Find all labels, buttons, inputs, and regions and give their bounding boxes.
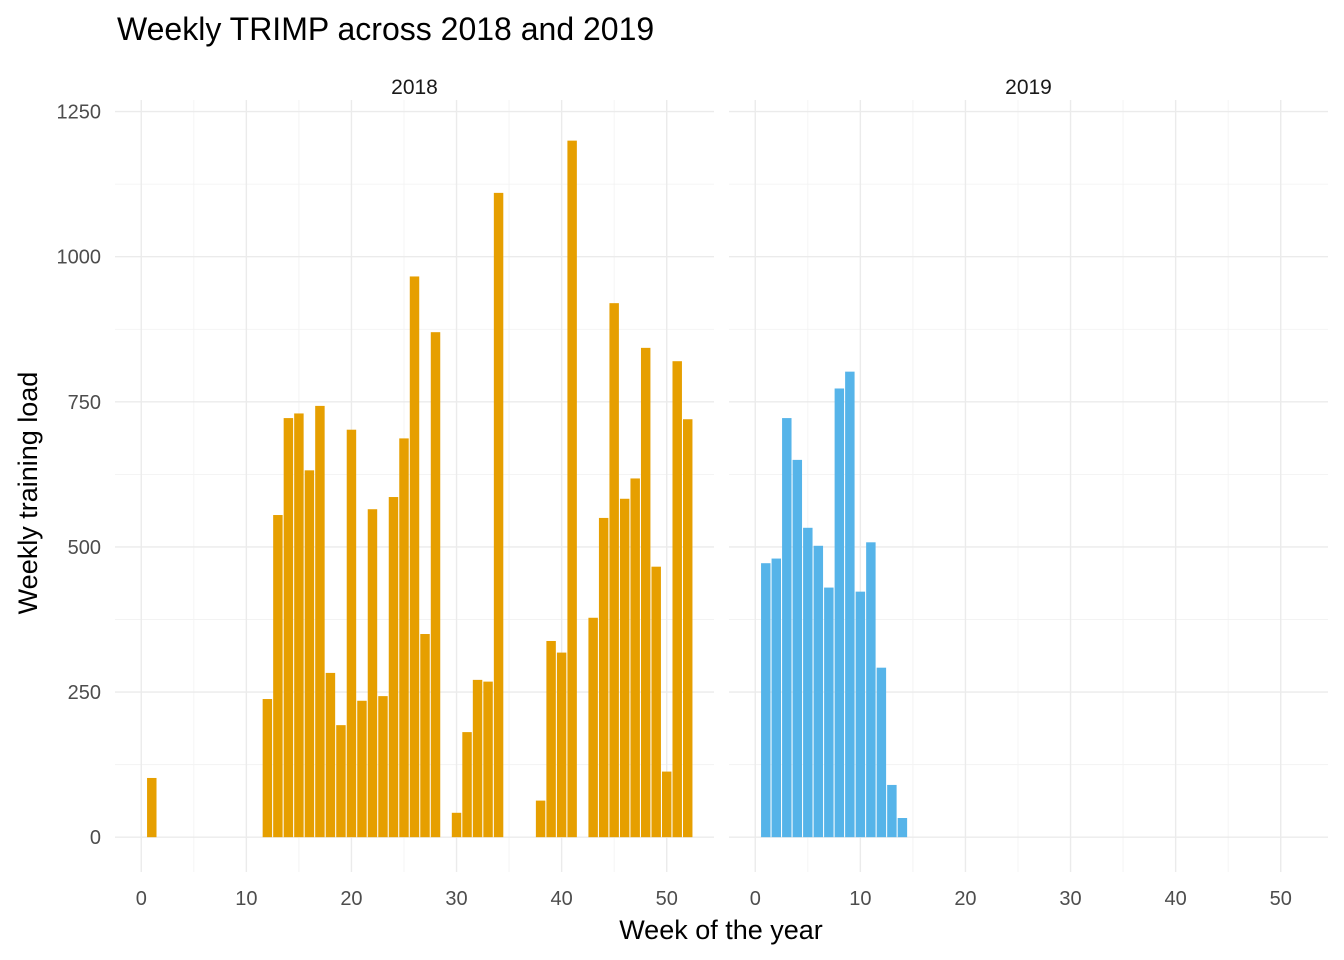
bar-2018-week-16: [304, 470, 315, 838]
bar-2018-week-19: [336, 725, 346, 838]
x-tick-label: 50: [1270, 888, 1292, 910]
x-tick-label: 50: [656, 888, 678, 910]
y-tick-label: 0: [90, 827, 101, 849]
bar-2018-week-21: [357, 700, 367, 838]
bar-2018-week-45: [609, 303, 619, 838]
y-tick-label: 500: [68, 537, 101, 559]
bar-2018-week-39: [546, 640, 556, 838]
bar-2018-week-24: [388, 497, 399, 838]
bar-2018-week-52: [682, 419, 693, 838]
bar-2019-week-13: [887, 784, 897, 838]
bar-2019-week-8: [834, 388, 845, 838]
bar-2018-week-13: [273, 515, 283, 838]
bar-2019-week-10: [855, 591, 866, 838]
bar-2018-week-48: [640, 347, 651, 838]
bar-2019-week-2: [771, 558, 782, 838]
bar-2018-week-28: [430, 332, 441, 838]
bar-2018-week-40: [556, 652, 567, 838]
bar-2019-week-6: [813, 545, 824, 838]
bar-2018-week-49: [651, 566, 661, 838]
x-tick-label: 10: [235, 888, 257, 910]
bar-2018-week-23: [378, 696, 388, 838]
x-tick-label: 30: [1059, 888, 1081, 910]
x-tick-label: 20: [340, 888, 362, 910]
bar-2018-week-12: [262, 699, 273, 838]
x-tick-label: 40: [550, 888, 572, 910]
facet-label-2018: 2018: [391, 76, 438, 99]
bar-2018-week-41: [567, 140, 577, 838]
y-axis-title: Weekly training load: [13, 372, 43, 615]
x-tick-label: 10: [849, 888, 871, 910]
bar-2019-week-7: [824, 587, 834, 838]
bar-2018-week-46: [619, 498, 630, 838]
x-tick-label: 0: [136, 888, 147, 910]
bar-2018-week-44: [598, 517, 609, 838]
bar-2018-week-31: [462, 732, 472, 838]
x-tick-label: 20: [954, 888, 976, 910]
bar-2018-week-51: [672, 361, 682, 838]
bar-2018-week-32: [472, 679, 483, 838]
x-tick-label: 30: [445, 888, 467, 910]
bar-2018-week-22: [367, 509, 378, 838]
bar-2018-week-26: [409, 276, 420, 838]
bar-2018-week-14: [283, 418, 294, 838]
bar-2019-week-12: [876, 667, 887, 838]
panel-2019: 0 10 20 30 40 50 2019: [729, 76, 1328, 910]
bar-2018-week-15: [294, 413, 304, 838]
bar-2018-week-1: [147, 777, 157, 838]
panels: 0 10 20 30 40 50 2018 0 10 20 30 40 50 2019 0 250 500 750…: [57, 76, 1328, 910]
x-tick-label: 0: [750, 888, 761, 910]
y-tick-label: 250: [68, 682, 101, 704]
bar-2018-week-27: [420, 634, 430, 838]
bar-2018-week-33: [483, 681, 493, 838]
bar-2019-week-14: [897, 818, 908, 838]
x-axis-title: Week of the year: [619, 915, 823, 945]
bar-2018-week-50: [661, 771, 672, 838]
x-tick-label: 40: [1164, 888, 1186, 910]
y-tick-label: 1250: [57, 102, 102, 124]
bar-2019-week-1: [761, 563, 771, 838]
bar-2018-week-30: [451, 812, 462, 838]
panel-2018: 0 10 20 30 40 50 2018: [115, 76, 714, 910]
bar-2018-week-18: [325, 672, 336, 838]
bar-2018-week-47: [630, 478, 640, 838]
bar-2018-week-34: [493, 192, 504, 838]
y-tick-label: 750: [68, 392, 101, 414]
bar-2018-week-38: [535, 800, 546, 838]
bar-2018-week-17: [315, 405, 325, 838]
bar-2018-week-20: [346, 429, 357, 838]
facet-label-2019: 2019: [1005, 76, 1052, 99]
bar-2019-week-11: [866, 542, 876, 838]
y-tick-label: 1000: [57, 247, 102, 269]
bar-2019-week-5: [803, 527, 813, 838]
bar-2018-week-25: [399, 438, 409, 838]
bar-2019-week-3: [782, 418, 792, 838]
bar-2018-week-43: [588, 617, 598, 838]
bar-2019-week-4: [792, 459, 803, 838]
chart-title: Weekly TRIMP across 2018 and 2019: [117, 11, 654, 47]
bar-2019-week-9: [845, 371, 855, 838]
